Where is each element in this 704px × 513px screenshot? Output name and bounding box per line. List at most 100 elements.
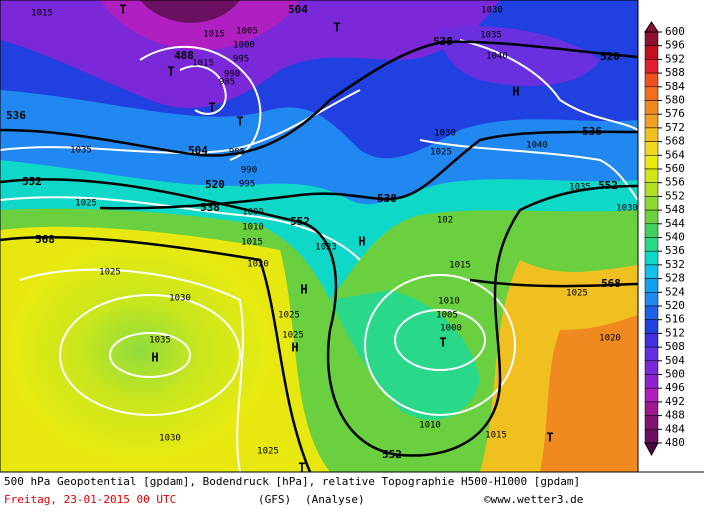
legend-swatch	[644, 387, 659, 403]
pressure-center: T	[298, 461, 305, 475]
legend-swatch	[644, 292, 659, 307]
legend-swatch	[644, 264, 659, 279]
legend-swatch	[644, 360, 659, 375]
pressure-label: 1030	[159, 434, 181, 444]
pressure-label: 1025	[278, 311, 300, 321]
legend-label: 572	[665, 121, 685, 134]
legend-swatch	[644, 401, 659, 416]
legend-swatch	[644, 196, 659, 211]
legend-label: 512	[665, 326, 685, 339]
legend-label: 500	[665, 368, 685, 381]
legend-swatch	[644, 237, 659, 252]
legend-swatch	[644, 305, 659, 320]
isobars	[0, 39, 638, 472]
legend-label: 528	[665, 272, 685, 285]
pressure-label: 1015	[485, 431, 507, 441]
pressure-label: 1015	[241, 238, 263, 248]
legend-swatch	[644, 86, 659, 101]
height-label: 552	[382, 448, 402, 461]
height-label: 568	[35, 233, 55, 246]
legend-label: 504	[665, 354, 685, 367]
legend-label: 520	[665, 299, 685, 312]
legend-label: 532	[665, 258, 685, 271]
legend-swatch	[644, 31, 659, 46]
legend-swatch	[644, 72, 659, 88]
pressure-label: 1025	[99, 268, 121, 278]
pressure-label: 1035	[70, 146, 92, 156]
height-label: 520	[205, 178, 225, 191]
pressure-label: 1030	[616, 204, 638, 214]
pressure-label: 1010	[242, 223, 264, 233]
pressure-label: 1030	[481, 6, 503, 16]
legend-label: 540	[665, 231, 685, 244]
pressure-label: 1015	[203, 30, 225, 40]
pressure-label: 990	[224, 70, 240, 80]
pressure-center: H	[358, 235, 365, 249]
legend-label: 600	[665, 25, 685, 38]
legend-swatch	[644, 346, 659, 362]
pressure-label: 1023	[315, 243, 337, 253]
footer-description: 500 hPa Geopotential [gpdam], Bodendruck…	[4, 475, 580, 488]
pressure-center: H	[512, 85, 519, 99]
pressure-label: 1000	[233, 41, 255, 51]
pressure-center: H	[291, 341, 298, 355]
height-contours	[0, 40, 638, 472]
height-label: 504	[188, 144, 208, 157]
legend-label: 576	[665, 107, 685, 120]
footer-model: (GFS)	[258, 493, 291, 506]
pressure-label: 1010	[419, 421, 441, 431]
pressure-center: H	[151, 351, 158, 365]
pressure-label: 1030	[434, 129, 456, 139]
pressure-label: 1025	[257, 447, 279, 457]
pressure-label: 1005	[436, 311, 458, 321]
pressure-label: 1000	[242, 208, 264, 218]
pressure-label: 1030	[169, 294, 191, 304]
pressure-center: T	[167, 65, 174, 79]
pressure-label: 1015	[192, 59, 214, 69]
height-label: 552	[598, 179, 618, 192]
map-area	[0, 0, 638, 472]
legend-swatch	[644, 182, 659, 197]
pressure-label: 985	[219, 78, 235, 88]
legend-label: 588	[665, 66, 685, 79]
height-label: 538	[433, 35, 453, 48]
pressure-label: 995	[233, 55, 249, 65]
height-label: 520	[600, 50, 620, 63]
legend-label: 596	[665, 39, 685, 52]
pressure-label: 1015	[449, 261, 471, 271]
legend-swatch	[644, 319, 659, 334]
legend-label: 480	[665, 436, 685, 449]
height-label: 536	[6, 109, 26, 122]
legend-swatch	[644, 100, 659, 115]
pressure-label: 102	[437, 216, 453, 226]
pressure-label: 1020	[599, 334, 621, 344]
legend-label: 544	[665, 217, 685, 230]
footer-date: Freitag, 23-01-2015 00 UTC	[4, 493, 176, 506]
legend-swatch	[644, 209, 659, 225]
height-label: 536	[582, 125, 602, 138]
pressure-center: T	[236, 115, 243, 129]
legend-swatch	[644, 429, 659, 444]
pressure-label: 1025	[75, 199, 97, 209]
height-label: 538	[200, 201, 220, 214]
pressure-center: T	[119, 3, 126, 17]
pressure-center: T	[546, 431, 553, 445]
pressure-label: 1005	[236, 27, 258, 37]
legend-swatch	[644, 168, 659, 183]
pressure-label: 1035	[569, 183, 591, 193]
pressure-center: H	[300, 283, 307, 297]
legend-label: 488	[665, 409, 685, 422]
legend-label: 496	[665, 381, 685, 394]
legend-label: 484	[665, 422, 685, 435]
pressure-label: 1025	[566, 289, 588, 299]
height-label: 504	[288, 3, 308, 16]
legend-swatch	[644, 155, 659, 170]
pressure-center: T	[439, 336, 446, 350]
pressure-label: 1025	[282, 331, 304, 341]
legend-label: 564	[665, 148, 685, 161]
pressure-label: 985	[229, 148, 245, 158]
legend-swatch	[644, 278, 659, 293]
footer-credit: ©www.wetter3.de	[484, 493, 583, 506]
legend-label: 552	[665, 189, 685, 202]
